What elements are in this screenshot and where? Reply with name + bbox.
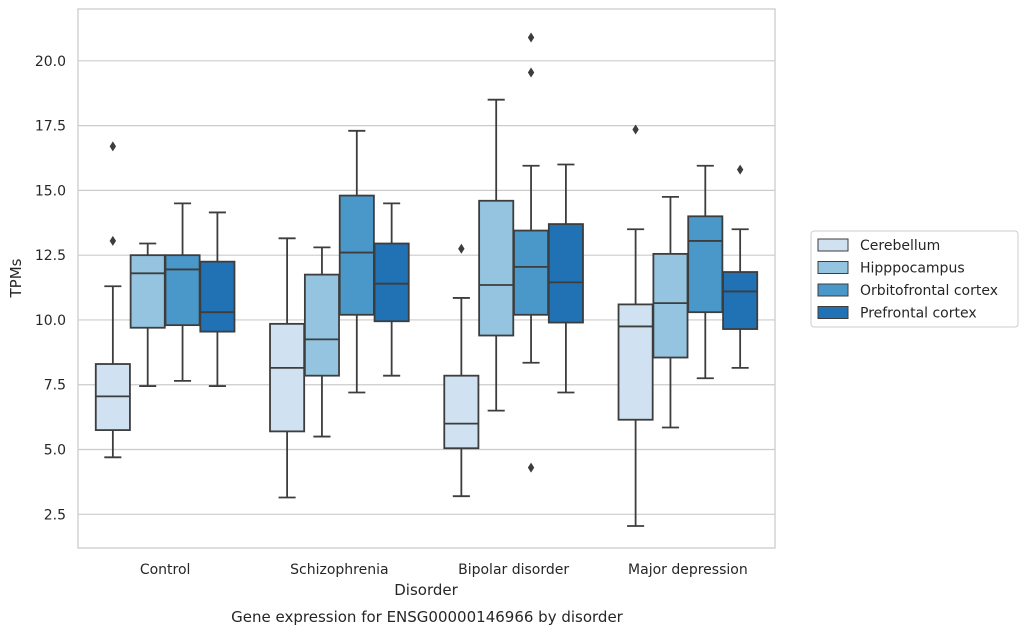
box-plots	[94, 32, 759, 527]
y-tick-labels: 2.5 5.0 7.5 10.0 12.5 15.0 17.5 20.0	[35, 54, 66, 523]
legend-label: Prefrontal cortex	[860, 306, 977, 322]
legend-swatch	[817, 306, 849, 319]
y-tick-label: 12.5	[35, 248, 66, 264]
box-plot	[687, 164, 724, 380]
plot-frame	[77, 8, 776, 549]
box-plot	[513, 32, 550, 473]
box	[478, 199, 515, 337]
legend-swatch	[817, 238, 849, 252]
legend-swatch	[817, 283, 849, 297]
box-plot	[303, 246, 340, 438]
legend-label: Hipppocampus	[860, 261, 965, 277]
x-tick-label: Schizophrenia	[290, 562, 388, 578]
x-tick-label: Major depression	[628, 562, 748, 578]
y-tick-label: 2.5	[44, 507, 66, 523]
box-plot	[478, 98, 515, 412]
box	[443, 374, 480, 450]
box	[617, 303, 654, 421]
box	[199, 260, 236, 333]
outlier-point	[527, 32, 535, 43]
box	[687, 215, 724, 314]
y-tick-label: 17.5	[35, 119, 66, 135]
outlier-point	[109, 235, 117, 246]
box	[722, 271, 759, 330]
box	[338, 194, 375, 316]
y-tick-label: 7.5	[44, 378, 66, 394]
box-plot	[617, 124, 654, 527]
chart-caption: Gene expression for ENSG00000146966 by d…	[231, 608, 624, 626]
legend-label: Orbitofrontal cortex	[860, 283, 998, 299]
x-tick-label: Bipolar disorder	[458, 562, 569, 578]
box-plot	[164, 202, 201, 382]
legend-entries: Cerebellum Hipppocampus Orbitofrontal cort…	[817, 238, 998, 322]
x-axis-label: Disorder	[394, 581, 458, 599]
box-plot	[338, 129, 375, 394]
outlier-point	[458, 243, 465, 254]
legend-swatch	[817, 261, 849, 274]
box	[652, 252, 689, 359]
box	[129, 254, 166, 329]
x-tick-labels: Control Schizophrenia Bipolar disorder Majo…	[140, 562, 748, 578]
box-plot	[652, 195, 689, 429]
box-plot	[269, 237, 306, 499]
y-axis-label: TPMs	[7, 258, 25, 298]
y-tick-label: 5.0	[44, 443, 66, 459]
y-tick-label: 20.0	[35, 54, 66, 70]
y-tick-label: 15.0	[35, 183, 66, 199]
box	[303, 273, 340, 377]
box	[547, 223, 584, 324]
outlier-point	[632, 124, 639, 135]
box-plot	[547, 163, 584, 394]
box-plot	[129, 242, 166, 387]
box	[164, 254, 201, 327]
outlier-point	[527, 462, 535, 473]
legend-label: Cerebellum	[860, 238, 940, 254]
y-tick-label: 10.0	[35, 313, 66, 329]
x-tick-label: Control	[140, 562, 191, 578]
outlier-point	[736, 164, 744, 175]
legend: Cerebellum Hipppocampus Orbitofrontal cort…	[810, 230, 1019, 328]
outlier-point	[109, 141, 117, 152]
box-plot	[373, 202, 410, 377]
box	[269, 322, 306, 433]
legend-frame	[810, 230, 1019, 328]
outlier-point	[527, 67, 535, 78]
box-plot	[722, 164, 759, 369]
box	[373, 242, 410, 323]
box-plot	[94, 141, 131, 459]
box-plot	[443, 243, 480, 498]
box	[513, 229, 550, 316]
box-plot	[199, 211, 236, 387]
